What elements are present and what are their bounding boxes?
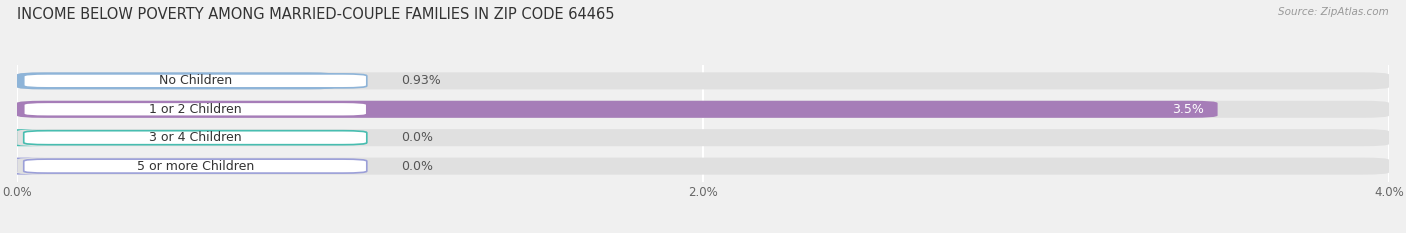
FancyBboxPatch shape xyxy=(24,74,367,88)
Text: 3 or 4 Children: 3 or 4 Children xyxy=(149,131,242,144)
Text: 0.0%: 0.0% xyxy=(401,131,433,144)
FancyBboxPatch shape xyxy=(24,102,367,116)
FancyBboxPatch shape xyxy=(17,72,336,89)
Text: 0.93%: 0.93% xyxy=(401,74,441,87)
FancyBboxPatch shape xyxy=(24,131,367,145)
Text: 0.0%: 0.0% xyxy=(401,160,433,173)
Text: 1 or 2 Children: 1 or 2 Children xyxy=(149,103,242,116)
Text: 3.5%: 3.5% xyxy=(1173,103,1204,116)
FancyBboxPatch shape xyxy=(17,72,1389,89)
Text: 5 or more Children: 5 or more Children xyxy=(136,160,254,173)
Text: No Children: No Children xyxy=(159,74,232,87)
FancyBboxPatch shape xyxy=(17,158,1389,175)
FancyBboxPatch shape xyxy=(24,159,367,173)
FancyBboxPatch shape xyxy=(17,129,1389,146)
Text: INCOME BELOW POVERTY AMONG MARRIED-COUPLE FAMILIES IN ZIP CODE 64465: INCOME BELOW POVERTY AMONG MARRIED-COUPL… xyxy=(17,7,614,22)
Text: Source: ZipAtlas.com: Source: ZipAtlas.com xyxy=(1278,7,1389,17)
FancyBboxPatch shape xyxy=(0,158,45,175)
FancyBboxPatch shape xyxy=(17,101,1389,118)
FancyBboxPatch shape xyxy=(0,129,45,146)
FancyBboxPatch shape xyxy=(17,101,1218,118)
